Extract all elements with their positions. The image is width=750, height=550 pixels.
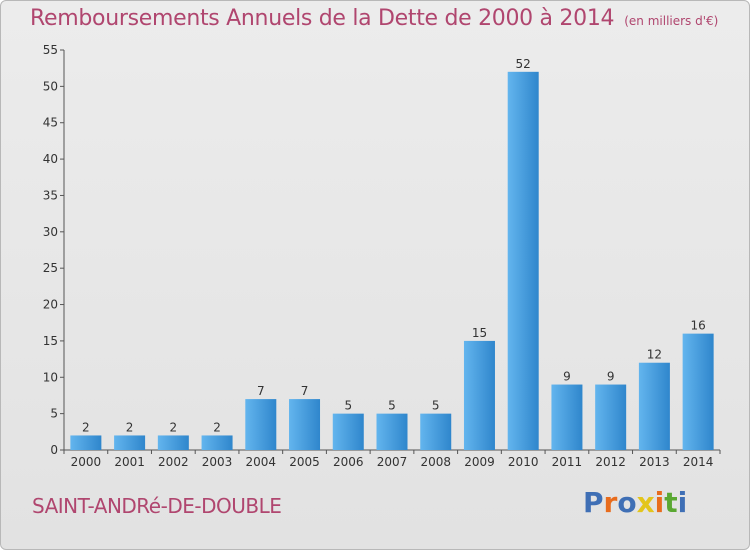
bar-value-label: 15	[472, 326, 487, 340]
bar	[595, 384, 627, 450]
bar-value-label: 2	[170, 420, 178, 434]
logo-letter: i	[654, 486, 665, 519]
y-tick-label: 40	[43, 152, 58, 166]
bar	[114, 435, 146, 450]
x-tick-label: 2005	[289, 455, 320, 469]
x-tick-label: 2003	[202, 455, 233, 469]
bar-value-label: 52	[516, 57, 531, 71]
x-tick-label: 2012	[595, 455, 626, 469]
bar	[201, 435, 233, 450]
bar	[332, 413, 364, 450]
bar	[376, 413, 408, 450]
chart-subtitle: (en milliers d'€)	[624, 14, 719, 28]
x-tick-label: 2001	[114, 455, 145, 469]
y-tick-label: 25	[43, 261, 58, 275]
y-tick-label: 50	[43, 79, 58, 93]
bar-value-label: 5	[388, 399, 396, 413]
bar-value-label: 2	[126, 420, 134, 434]
bar	[245, 399, 277, 450]
y-tick-label: 5	[50, 407, 58, 421]
bar	[682, 333, 714, 450]
bar	[463, 340, 495, 450]
bar	[551, 384, 583, 450]
y-tick-label: 35	[43, 188, 58, 202]
bar-value-label: 5	[344, 399, 352, 413]
bar	[157, 435, 189, 450]
bar	[289, 399, 321, 450]
y-tick-label: 20	[43, 298, 58, 312]
x-tick-label: 2006	[333, 455, 364, 469]
x-tick-label: 2004	[246, 455, 277, 469]
logo-letter: i	[677, 486, 688, 519]
bar	[420, 413, 452, 450]
x-tick-label: 2008	[420, 455, 451, 469]
logo-letter: o	[617, 486, 637, 519]
x-tick-label: 2011	[552, 455, 583, 469]
y-tick-label: 0	[50, 443, 58, 457]
bar-value-label: 9	[563, 370, 571, 384]
x-tick-label: 2010	[508, 455, 539, 469]
x-tick-label: 2009	[464, 455, 495, 469]
chart-bars: 2 2 2 2 7 7 5 5 5 15 52 9 9 12 16	[70, 57, 714, 451]
y-tick-label: 30	[43, 225, 58, 239]
bar-value-label: 9	[607, 370, 615, 384]
logo-letter: P	[583, 486, 604, 519]
bar-value-label: 12	[647, 348, 662, 362]
bar-value-label: 16	[690, 319, 705, 333]
commune-name: SAINT-ANDRé-DE-DOUBLE	[32, 494, 282, 518]
x-tick-label: 2014	[683, 455, 714, 469]
x-tick-label: 2013	[639, 455, 670, 469]
x-tick-label: 2002	[158, 455, 189, 469]
bar-value-label: 7	[257, 384, 265, 398]
logo-letter: t	[664, 486, 678, 519]
chart-title-text: Remboursements Annuels de la Dette de 20…	[30, 6, 615, 31]
bar-value-label: 5	[432, 399, 440, 413]
bar-value-label: 2	[213, 420, 221, 434]
logo-letter: x	[636, 486, 655, 519]
y-tick-label: 15	[43, 334, 58, 348]
y-tick-label: 55	[43, 43, 58, 57]
chart-title: Remboursements Annuels de la Dette de 20…	[30, 6, 718, 31]
y-tick-label: 45	[43, 116, 58, 130]
bar-value-label: 2	[82, 420, 90, 434]
proxiti-logo: Proxiti	[583, 486, 687, 519]
bar	[507, 71, 539, 451]
y-tick-label: 10	[43, 370, 58, 384]
bar	[70, 435, 102, 450]
bar-value-label: 7	[301, 384, 309, 398]
logo-letter: r	[603, 486, 618, 519]
bar	[638, 362, 670, 450]
x-tick-label: 2000	[71, 455, 102, 469]
x-tick-label: 2007	[377, 455, 408, 469]
